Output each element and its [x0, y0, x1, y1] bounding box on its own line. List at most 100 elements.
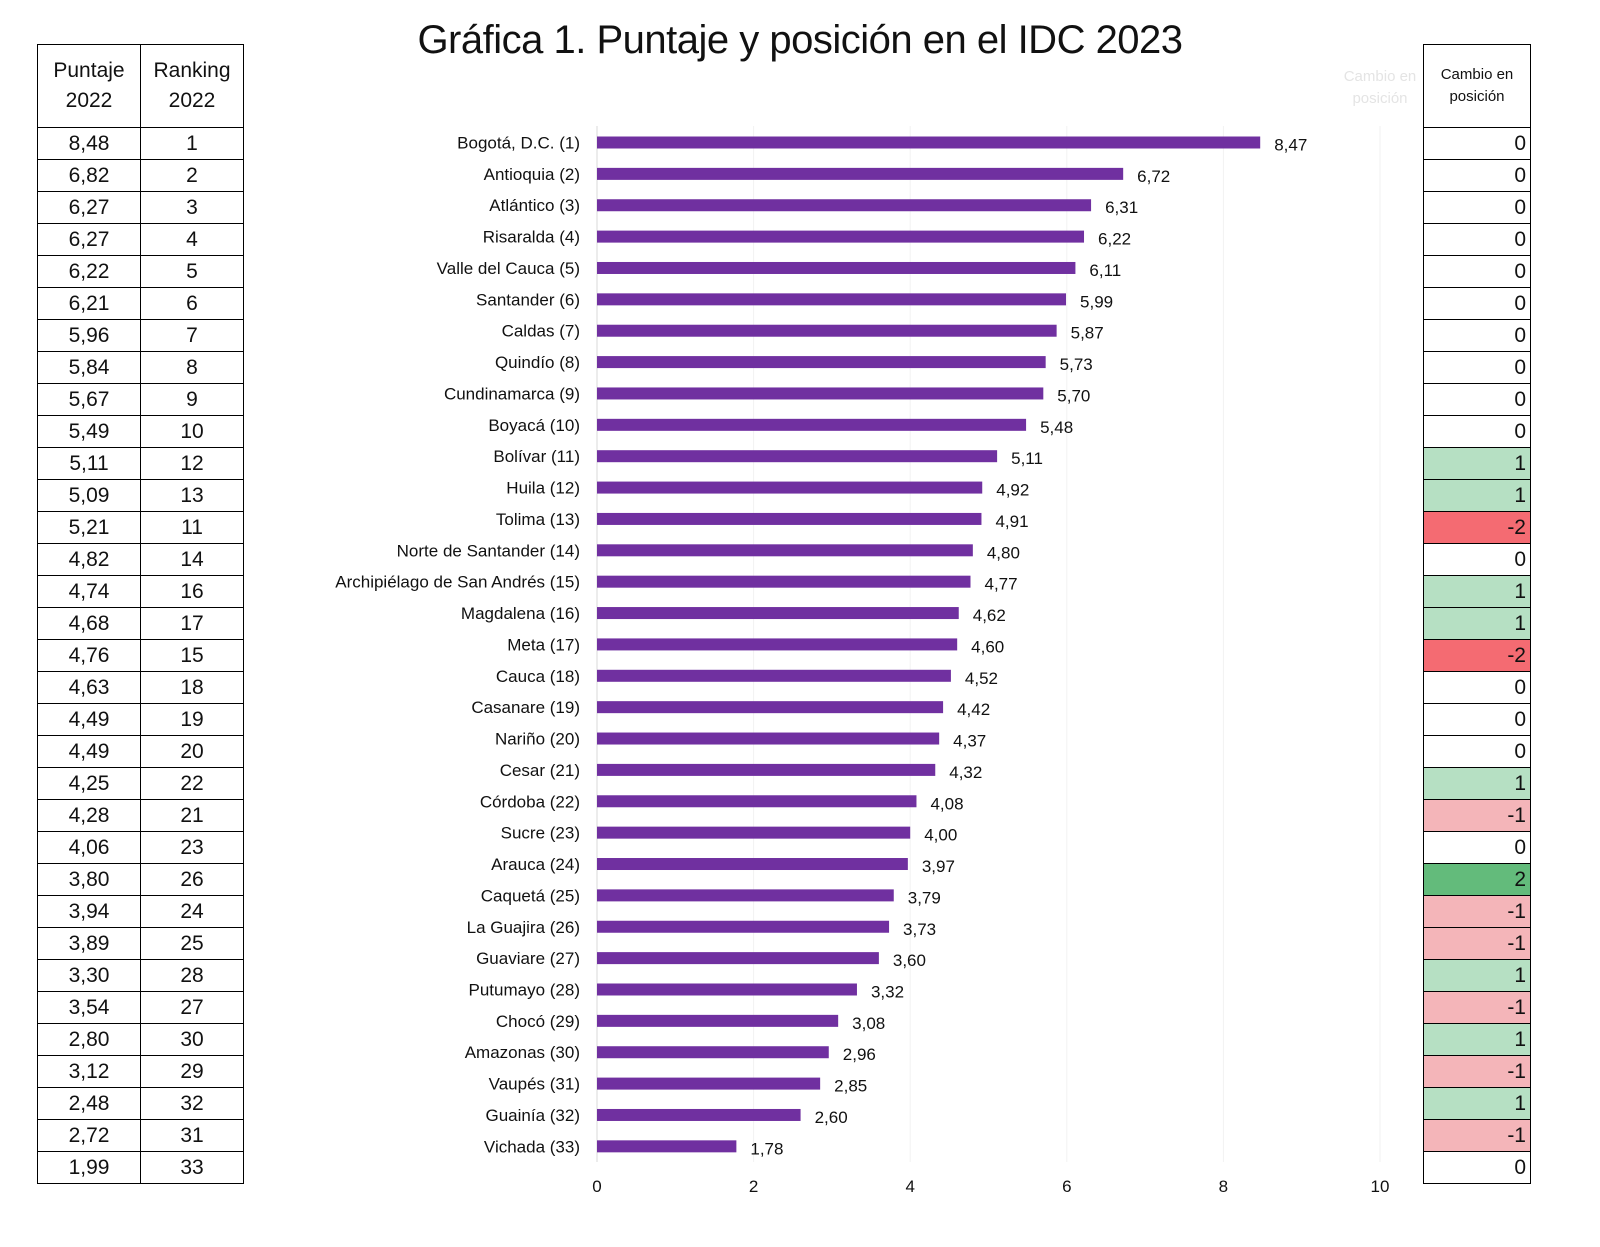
category-label: Vaupés (31) [489, 1075, 580, 1094]
value-label: 4,42 [957, 700, 990, 719]
score-2022-cell: 4,28 [37, 799, 141, 832]
position-change-cell: -1 [1423, 991, 1531, 1024]
category-label: Guainía (32) [486, 1106, 581, 1125]
bar [597, 544, 973, 557]
bar [597, 450, 998, 463]
score-2022-cell: 6,27 [37, 223, 141, 256]
ranking-2022-row: 2,48 32 [37, 1087, 244, 1120]
value-label: 3,32 [871, 982, 904, 1001]
value-label: 5,11 [1011, 449, 1043, 468]
position-change-cell: -1 [1423, 1119, 1531, 1152]
position-change-row: 2 [1423, 863, 1531, 896]
x-tick-label: 0 [592, 1177, 601, 1196]
score-2022-cell: 4,76 [37, 639, 141, 672]
rank-header-line2: 2022 [168, 89, 216, 112]
position-change-row: 0 [1423, 191, 1531, 224]
position-change-row: 0 [1423, 287, 1531, 320]
position-change-row: 0 [1423, 543, 1531, 576]
value-label: 5,87 [1071, 324, 1104, 343]
position-change-row: 1 [1423, 767, 1531, 800]
position-change-cell: 0 [1423, 671, 1531, 704]
value-label: 4,37 [953, 732, 986, 751]
bar [597, 858, 908, 871]
change-header-line1: Cambio en [1440, 66, 1514, 83]
value-label: 4,00 [924, 826, 957, 845]
category-label: Antioquia (2) [484, 165, 580, 184]
position-change-row: 1 [1423, 1023, 1531, 1056]
position-change-row: -1 [1423, 927, 1531, 960]
category-label: Quindío (8) [495, 353, 580, 372]
rank-header-line1: Ranking [153, 59, 231, 82]
position-change-row: 1 [1423, 959, 1531, 992]
ranking-2022-row: 3,30 28 [37, 959, 244, 992]
score-2022-cell: 4,68 [37, 607, 141, 640]
category-label: La Guajira (26) [467, 918, 580, 937]
score-2022-cell: 6,27 [37, 191, 141, 224]
position-change-row: 1 [1423, 1087, 1531, 1120]
ranking-2022-row: 5,11 12 [37, 447, 244, 480]
bar [597, 356, 1046, 369]
ranking-2022-row: 6,22 5 [37, 255, 244, 288]
score-2022-cell: 3,80 [37, 863, 141, 896]
position-change-row: 0 [1423, 831, 1531, 864]
category-label: Santander (6) [476, 290, 580, 309]
value-label: 5,70 [1057, 386, 1090, 405]
rank-2022-cell: 32 [140, 1087, 244, 1120]
score-2022-cell: 6,82 [37, 159, 141, 192]
value-label: 5,99 [1080, 292, 1113, 311]
category-label: Nariño (20) [495, 730, 580, 749]
ranking-2022-row: 2,72 31 [37, 1119, 244, 1152]
faint-change-header: Cambio en posición [1340, 66, 1420, 110]
x-tick-label: 10 [1371, 1177, 1390, 1196]
category-label: Cesar (21) [500, 761, 580, 780]
ranking-2022-row: 6,82 2 [37, 159, 244, 192]
position-change-cell: 0 [1423, 223, 1531, 256]
position-change-cell: 1 [1423, 959, 1531, 992]
chart-title: Gráfica 1. Puntaje y posición en el IDC … [417, 18, 1183, 62]
position-change-cell: 0 [1423, 287, 1531, 320]
bar [597, 324, 1057, 337]
bar [597, 920, 890, 933]
rank-2022-cell: 2 [140, 159, 244, 192]
category-label: Caquetá (25) [481, 886, 580, 905]
bar [597, 983, 857, 996]
bar [597, 1108, 801, 1121]
rank-2022-cell: 28 [140, 959, 244, 992]
ranking-2022-row: 4,74 16 [37, 575, 244, 608]
position-change-row: 0 [1423, 159, 1531, 192]
value-label: 3,97 [922, 857, 955, 876]
ranking-2022-row: 5,49 10 [37, 415, 244, 448]
rank-2022-cell: 23 [140, 831, 244, 864]
rank-2022-cell: 31 [140, 1119, 244, 1152]
score-2022-cell: 2,72 [37, 1119, 141, 1152]
category-label: Caldas (7) [502, 322, 580, 341]
x-tick-label: 8 [1219, 1177, 1228, 1196]
position-change-table: Cambio en posición 0 0 0 0 0 0 0 0 0 0 1 1 -2 0 1 1 -2 0 0… [1423, 44, 1531, 1184]
faint-header-line1: Cambio en [1343, 68, 1417, 85]
value-label: 4,77 [984, 575, 1017, 594]
position-change-cell: 0 [1423, 351, 1531, 384]
ranking-2022-row: 4,49 20 [37, 735, 244, 768]
position-change-cell: 1 [1423, 767, 1531, 800]
bar [597, 1046, 829, 1059]
ranking-2022-row: 5,21 11 [37, 511, 244, 544]
rank-2022-header: Ranking 2022 [140, 44, 244, 128]
position-change-cell: 0 [1423, 255, 1531, 288]
score-2022-cell: 8,48 [37, 127, 141, 160]
position-change-cell: 1 [1423, 1087, 1531, 1120]
bar [597, 167, 1124, 180]
rank-2022-cell: 4 [140, 223, 244, 256]
ranking-2022-row: 1,99 33 [37, 1151, 244, 1184]
position-change-cell: 0 [1423, 415, 1531, 448]
position-change-cell: 1 [1423, 607, 1531, 640]
category-label: Putumayo (28) [469, 980, 581, 999]
position-change-row: -1 [1423, 895, 1531, 928]
category-label: Arauca (24) [491, 855, 580, 874]
category-label: Valle del Cauca (5) [437, 259, 580, 278]
change-header-line2: posición [1449, 88, 1505, 105]
ranking-2022-row: 4,63 18 [37, 671, 244, 704]
position-change-cell: 0 [1423, 319, 1531, 352]
value-label: 4,62 [973, 606, 1006, 625]
bar [597, 418, 1027, 431]
position-change-cell: 1 [1423, 447, 1531, 480]
